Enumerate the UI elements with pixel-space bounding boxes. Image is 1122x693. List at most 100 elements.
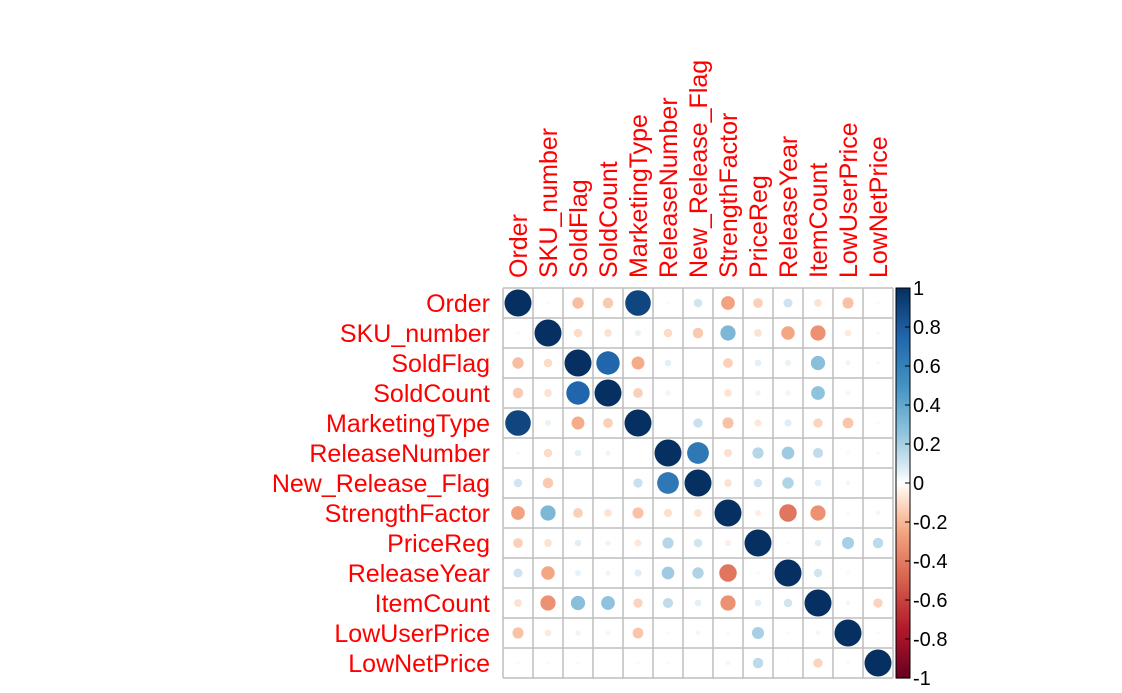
color-legend-segment [896,471,910,474]
color-legend-segment [896,605,910,609]
color-legend-segment [896,646,910,650]
correlation-circle-ReleaseNumber-ReleaseYear [781,446,795,460]
correlation-circle-Order-New_Release_Flag [693,298,703,308]
color-legend-segment [896,444,910,447]
color-legend-segment [896,660,910,663]
correlation-circle-LowNetPrice-PriceReg [752,657,764,669]
color-legend-segment [896,600,910,603]
correlation-circle-PriceReg-PriceReg [744,529,772,557]
correlation-circle-LowUserPrice-Order [512,627,524,639]
color-legend-segment [896,484,910,488]
matrix-grid [502,287,894,679]
color-legend-segment [896,500,910,504]
correlation-circle-SKU_number-Order [516,331,520,335]
row-labels: OrderSKU_numberSoldFlagSoldCountMarketin… [272,290,490,678]
color-legend-segment [896,650,910,654]
color-legend-segment [896,315,910,318]
correlation-circle-PriceReg-ItemCount [814,539,822,547]
correlation-circle-New_Release_Flag-New_Release_Flag [684,469,712,497]
correlation-circle-SKU_number-ReleaseYear [781,326,795,340]
color-legend-segment [896,523,910,527]
color-legend-segment [896,307,910,311]
color-legend-segment [896,299,910,303]
correlation-circle-PriceReg-SoldCount [605,540,611,546]
color-legend-segment [896,617,910,621]
color-legend-segment [896,578,910,582]
correlation-circle-LowNetPrice-SoldCount [606,661,610,665]
color-legend-segment [896,623,910,626]
color-legend-segment [896,289,910,293]
correlation-circle-SoldCount-ReleaseYear [785,390,791,396]
color-legend-segment [896,291,910,295]
color-legend-segment [896,529,910,533]
correlation-circle-ReleaseYear-SoldCount [605,570,611,576]
correlation-circle-ReleaseYear-StrengthFactor [719,564,737,582]
column-labels: Order SKU_number SoldFlag SoldCount Marketin… [505,60,893,278]
correlation-circle-SKU_number-PriceReg [754,329,762,337]
color-legend-segment [896,395,910,398]
color-legend-segment [896,364,910,367]
color-legend-segment [896,504,910,507]
correlation-circle-ItemCount-LowNetPrice [873,598,883,608]
color-legend-segment [896,522,910,525]
color-legend-segment [896,562,910,566]
color-legend-segment [896,445,910,449]
color-legend-segment [896,498,910,502]
correlation-circle-SoldFlag-LowNetPrice [876,361,880,365]
color-legend-segment [896,434,910,437]
color-legend-tick-label: 0 [913,473,924,495]
color-legend-segment [896,352,910,355]
color-legend-segment [896,627,910,630]
color-legend-segment [896,619,910,623]
correlation-circle-LowUserPrice-MarketingType [632,627,644,639]
color-legend-segment [896,603,910,607]
color-legend-segment [896,406,910,410]
correlation-circle-PriceReg-Order [513,538,523,548]
correlation-circle-ReleaseNumber-SoldCount [605,450,611,456]
color-legend-segment [896,321,910,324]
color-legend-segment [896,440,910,443]
correlation-circle-SoldCount-MarketingType [633,388,643,398]
color-legend-segment [896,512,910,515]
color-legend-segment [896,590,910,593]
color-legend-segment [896,295,910,299]
color-legend-segment [896,362,910,365]
color-legend-segment [896,648,910,652]
color-legend-segment [896,293,910,297]
color-legend-segment [896,654,910,658]
color-legend-segment [896,502,910,506]
color-legend-segment [896,635,910,638]
correlation-circle-ItemCount-SKU_number [540,595,556,611]
correlation-circle-LowUserPrice-StrengthFactor [726,631,730,635]
correlation-circle-StrengthFactor-ItemCount [810,505,826,521]
correlation-circle-SoldFlag-SKU_number [543,358,553,368]
correlation-circle-StrengthFactor-SKU_number [540,505,556,521]
correlation-circle-New_Release_Flag-Order [513,478,523,488]
color-legend-segment [896,469,910,472]
correlation-circle-ReleaseYear-MarketingType [634,569,642,577]
correlation-circle-ItemCount-StrengthFactor [720,595,736,611]
color-legend-segment [896,311,910,314]
color-legend-segment [896,358,910,361]
color-legend-segment [896,672,910,675]
correlation-circle-Order-PriceReg [753,298,763,308]
color-legend-segment [896,592,910,595]
color-legend-segment [896,373,910,377]
correlation-circle-ReleaseNumber-StrengthFactor [723,448,733,458]
color-legend-segment [896,609,910,613]
correlation-circle-ItemCount-SoldCount [601,596,615,610]
color-legend-segment [896,457,910,461]
color-legend-segment [896,676,910,679]
color-legend-segment [896,549,910,552]
correlation-circle-PriceReg-New_Release_Flag [693,538,703,548]
correlation-circle-MarketingType-MarketingType [624,409,652,437]
correlation-circle-PriceReg-ReleaseYear [786,541,790,545]
color-legend-segment [896,594,910,597]
color-legend-segment [896,305,910,309]
correlation-circle-PriceReg-ReleaseNumber [662,537,674,549]
color-legend-segment [896,574,910,578]
color-legend-segment [896,309,910,312]
correlation-circle-StrengthFactor-MarketingType [632,507,644,519]
row-label-SKU_number: SKU_number [340,320,490,348]
color-legend-segment [896,596,910,599]
